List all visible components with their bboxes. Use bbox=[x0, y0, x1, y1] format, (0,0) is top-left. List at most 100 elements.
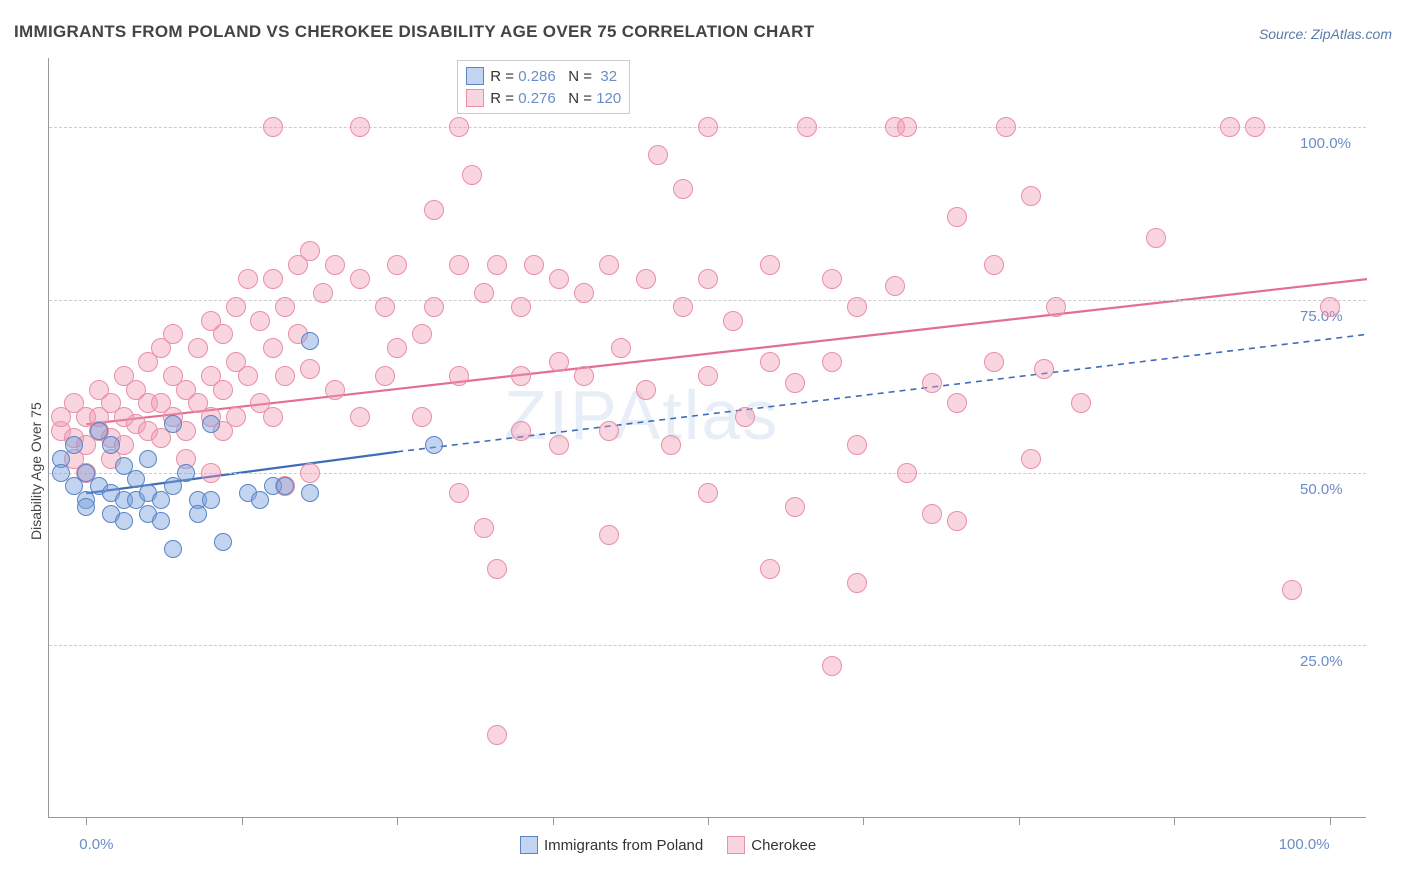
data-point bbox=[238, 269, 258, 289]
data-point bbox=[1046, 297, 1066, 317]
data-point bbox=[822, 269, 842, 289]
data-point bbox=[263, 269, 283, 289]
data-point bbox=[412, 407, 432, 427]
x-tick bbox=[708, 817, 709, 825]
series-legend: Immigrants from Poland Cherokee bbox=[520, 836, 816, 854]
data-point bbox=[325, 380, 345, 400]
source-prefix: Source: bbox=[1259, 26, 1311, 42]
data-point bbox=[201, 463, 221, 483]
data-point bbox=[785, 497, 805, 517]
data-point bbox=[375, 366, 395, 386]
source-link[interactable]: ZipAtlas.com bbox=[1311, 26, 1392, 42]
data-point bbox=[1021, 186, 1041, 206]
data-point bbox=[636, 269, 656, 289]
data-point bbox=[387, 338, 407, 358]
gridline bbox=[49, 300, 1366, 301]
x-tick bbox=[863, 817, 864, 825]
data-point bbox=[251, 491, 269, 509]
legend-item: Immigrants from Poland bbox=[520, 836, 703, 854]
data-point bbox=[897, 463, 917, 483]
data-point bbox=[735, 407, 755, 427]
data-point bbox=[1071, 393, 1091, 413]
data-point bbox=[947, 393, 967, 413]
data-point bbox=[1245, 117, 1265, 137]
legend-label: Cherokee bbox=[751, 837, 816, 854]
data-point bbox=[301, 332, 319, 350]
correlation-legend: R = 0.286 N = 32R = 0.276 N = 120 bbox=[457, 60, 630, 114]
data-point bbox=[487, 725, 507, 745]
x-axis-label: 0.0% bbox=[79, 836, 113, 853]
data-point bbox=[177, 464, 195, 482]
data-point bbox=[1021, 449, 1041, 469]
data-point bbox=[412, 324, 432, 344]
x-tick bbox=[397, 817, 398, 825]
data-point bbox=[822, 352, 842, 372]
data-point bbox=[449, 117, 469, 137]
data-point bbox=[947, 511, 967, 531]
data-point bbox=[263, 117, 283, 137]
data-point bbox=[462, 165, 482, 185]
data-point bbox=[202, 491, 220, 509]
data-point bbox=[300, 241, 320, 261]
data-point bbox=[673, 297, 693, 317]
data-point bbox=[1034, 359, 1054, 379]
data-point bbox=[164, 540, 182, 558]
legend-item: Cherokee bbox=[727, 836, 816, 854]
data-point bbox=[797, 117, 817, 137]
data-point bbox=[723, 311, 743, 331]
data-point bbox=[785, 373, 805, 393]
x-tick bbox=[242, 817, 243, 825]
data-point bbox=[213, 324, 233, 344]
data-point bbox=[511, 297, 531, 317]
legend-swatch bbox=[727, 836, 745, 854]
y-axis-title: Disability Age Over 75 bbox=[28, 402, 44, 540]
data-point bbox=[263, 407, 283, 427]
data-point bbox=[115, 512, 133, 530]
data-point bbox=[549, 352, 569, 372]
data-point bbox=[424, 297, 444, 317]
data-point bbox=[313, 283, 333, 303]
data-point bbox=[599, 525, 619, 545]
data-point bbox=[698, 366, 718, 386]
data-point bbox=[164, 415, 182, 433]
data-point bbox=[276, 477, 294, 495]
data-point bbox=[698, 483, 718, 503]
data-point bbox=[524, 255, 544, 275]
data-point bbox=[599, 421, 619, 441]
data-point bbox=[263, 338, 283, 358]
data-point bbox=[698, 117, 718, 137]
chart-title: IMMIGRANTS FROM POLAND VS CHEROKEE DISAB… bbox=[14, 22, 814, 42]
data-point bbox=[449, 255, 469, 275]
data-point bbox=[474, 283, 494, 303]
data-point bbox=[238, 366, 258, 386]
data-point bbox=[611, 338, 631, 358]
data-point bbox=[847, 573, 867, 593]
data-point bbox=[164, 477, 182, 495]
data-point bbox=[698, 269, 718, 289]
legend-swatch bbox=[520, 836, 538, 854]
plot-area: ZIPAtlas R = 0.286 N = 32R = 0.276 N = 1… bbox=[48, 58, 1366, 818]
data-point bbox=[425, 436, 443, 454]
data-point bbox=[226, 407, 246, 427]
y-axis-label: 50.0% bbox=[1300, 481, 1360, 498]
legend-swatch bbox=[466, 67, 484, 85]
legend-row: R = 0.286 N = 32 bbox=[466, 65, 621, 87]
trend-lines-layer bbox=[49, 58, 1367, 818]
trend-line bbox=[397, 334, 1367, 451]
data-point bbox=[574, 283, 594, 303]
data-point bbox=[449, 483, 469, 503]
data-point bbox=[202, 415, 220, 433]
data-point bbox=[673, 179, 693, 199]
gridline bbox=[49, 645, 1366, 646]
data-point bbox=[922, 373, 942, 393]
data-point bbox=[275, 366, 295, 386]
source-attribution: Source: ZipAtlas.com bbox=[1259, 26, 1392, 42]
data-point bbox=[387, 255, 407, 275]
data-point bbox=[152, 491, 170, 509]
x-axis-label: 100.0% bbox=[1279, 836, 1330, 853]
x-tick bbox=[86, 817, 87, 825]
data-point bbox=[214, 533, 232, 551]
data-point bbox=[599, 255, 619, 275]
data-point bbox=[996, 117, 1016, 137]
data-point bbox=[574, 366, 594, 386]
